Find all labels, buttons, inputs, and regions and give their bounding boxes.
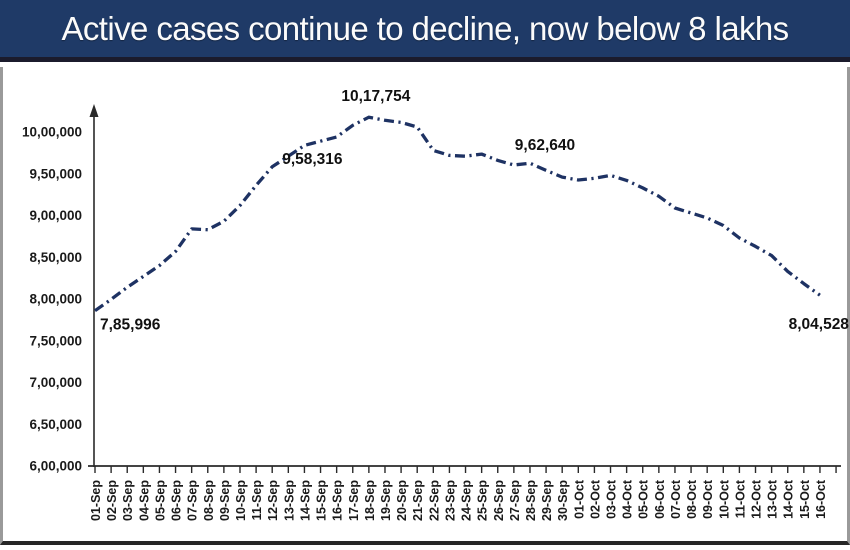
- x-tick-label: 01-Oct: [572, 479, 586, 519]
- x-tick-label: 06-Oct: [653, 479, 667, 519]
- x-tick-label: 23-Sep: [443, 480, 457, 521]
- x-tick-label: 14-Oct: [782, 479, 796, 519]
- y-tick-label: 8,50,000: [29, 250, 82, 265]
- y-tick-label: 9,50,000: [29, 166, 82, 181]
- x-tick-label: 15-Sep: [315, 480, 329, 521]
- x-tick-label: 17-Sep: [347, 480, 361, 521]
- x-tick-label: 21-Sep: [411, 480, 425, 521]
- x-tick-label: 04-Oct: [621, 479, 635, 519]
- x-tick-label: 24-Sep: [460, 480, 474, 521]
- x-tick-label: 30-Sep: [556, 480, 570, 521]
- x-tick-label: 29-Sep: [540, 480, 554, 521]
- x-tick-label: 26-Sep: [492, 480, 506, 521]
- x-tick-label: 13-Oct: [766, 479, 780, 519]
- data-point-label: 7,85,996: [100, 317, 161, 334]
- x-tick-label: 03-Oct: [605, 479, 619, 519]
- page-title: Active cases continue to decline, now be…: [61, 9, 790, 47]
- x-tick-label: 08-Oct: [685, 479, 699, 519]
- y-tick-label: 9,00,000: [29, 208, 82, 223]
- x-tick-label: 13-Sep: [282, 480, 296, 521]
- active-cases-line-chart: 6,00,000 6,50,000 7,00,000 7,50,000 8,00,000…: [22, 88, 850, 521]
- y-tick-label: 7,50,000: [29, 333, 82, 348]
- x-tick-label: 25-Sep: [476, 480, 490, 521]
- y-tick-label: 6,50,000: [29, 417, 82, 432]
- x-tick-label: 20-Sep: [395, 480, 409, 521]
- x-tick-label: 14-Sep: [298, 480, 312, 521]
- x-tick-label: 07-Oct: [669, 479, 683, 519]
- x-tick-label: 10-Oct: [717, 479, 731, 519]
- x-tick-label: 15-Oct: [798, 479, 812, 519]
- chart-panel: 6,00,000 6,50,000 7,00,000 7,50,000 8,00,000…: [0, 67, 850, 545]
- data-point-label: 10,17,754: [341, 88, 410, 105]
- x-tick-label: 27-Sep: [508, 480, 522, 521]
- x-tick-label: 05-Oct: [637, 479, 651, 519]
- y-tick-label: 7,00,000: [29, 375, 82, 390]
- x-tick-label: 07-Sep: [186, 480, 200, 521]
- x-tick-label: 06-Sep: [170, 480, 184, 521]
- y-tick-label: 10,00,000: [22, 125, 82, 140]
- x-tick-label: 12-Oct: [750, 479, 764, 519]
- x-tick-label: 01-Sep: [89, 480, 103, 521]
- x-tick-label: 04-Sep: [137, 480, 151, 521]
- data-point-label: 9,58,316: [282, 151, 343, 168]
- title-band: Active cases continue to decline, now be…: [0, 0, 850, 62]
- y-tick-label: 8,00,000: [29, 292, 82, 307]
- x-tick-label: 12-Sep: [266, 480, 280, 521]
- x-tick-label: 28-Sep: [524, 480, 538, 521]
- data-line: [94, 115, 821, 313]
- x-tick-label: 16-Oct: [814, 479, 828, 519]
- data-point-label: 9,62,640: [515, 137, 575, 154]
- x-tick-label: 11-Oct: [733, 479, 747, 518]
- x-tick-label: 09-Oct: [701, 479, 715, 519]
- x-tick-label: 03-Sep: [121, 480, 135, 521]
- x-tick-label: 05-Sep: [153, 480, 167, 521]
- data-point-label: 8,04,528: [789, 316, 850, 333]
- x-tick-label: 19-Sep: [379, 480, 393, 521]
- x-tick-label: 16-Sep: [331, 480, 345, 521]
- x-tick-label: 22-Sep: [427, 480, 441, 521]
- x-tick-label: 10-Sep: [234, 480, 248, 521]
- x-tick-label: 08-Sep: [202, 480, 216, 521]
- x-tick-label: 02-Oct: [588, 479, 602, 519]
- x-tick-label: 18-Sep: [363, 480, 377, 521]
- y-axis-arrow-icon: [89, 104, 99, 117]
- x-tick-label: 02-Sep: [105, 480, 119, 521]
- x-tick-label: 11-Sep: [250, 480, 264, 521]
- y-tick-label: 6,00,000: [29, 459, 82, 474]
- x-tick-label: 09-Sep: [218, 480, 232, 521]
